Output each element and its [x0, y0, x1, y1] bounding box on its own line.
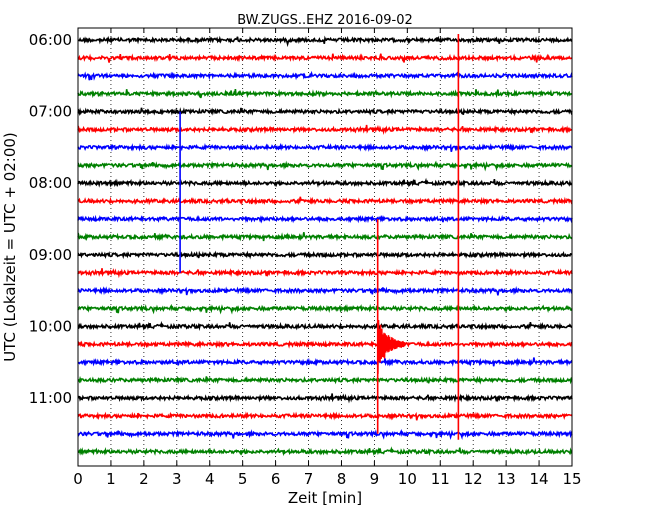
x-tick-label: 8 [337, 470, 347, 488]
x-tick-label: 15 [562, 470, 581, 488]
quake-burst [377, 319, 406, 374]
trace-line [77, 142, 573, 152]
trace-line [77, 250, 573, 260]
trace-line [77, 70, 573, 81]
y-tick-label: 06:00 [29, 31, 72, 49]
trace-line [77, 320, 573, 331]
x-tick-label: 13 [497, 470, 516, 488]
trace-line [77, 393, 573, 404]
seismic-traces [77, 35, 573, 457]
trace-line [77, 53, 573, 63]
trace-line [77, 286, 573, 296]
trace-line [77, 89, 573, 99]
trace-line [77, 303, 573, 315]
x-tick-label: 10 [398, 470, 417, 488]
x-tick-label: 14 [530, 470, 549, 488]
x-tick-label: 12 [464, 470, 483, 488]
trace-line [77, 411, 573, 421]
trace-line [77, 35, 573, 48]
trace-line [77, 268, 573, 279]
y-tick-label: 11:00 [29, 389, 72, 407]
x-tick-label: 2 [139, 470, 149, 488]
trace-line [77, 339, 573, 349]
x-tick-label: 6 [271, 470, 281, 488]
trace-line [77, 357, 573, 367]
y-tick-label: 08:00 [29, 174, 72, 192]
y-tick-label: 10:00 [29, 317, 72, 335]
x-axis-ticks: 0 1 2 3 4 5 6 7 8 9 10 11 12 13 14 15 [73, 28, 582, 488]
trace-line [77, 196, 573, 206]
y-axis-ticks: 06:00 07:00 08:00 09:00 10:00 11:00 [29, 31, 572, 407]
trace-line [77, 232, 573, 242]
chart-title: BW.ZUGS..EHZ 2016-09-02 [237, 13, 413, 28]
trace-line [77, 160, 573, 172]
x-tick-label: 11 [431, 470, 450, 488]
plot-frame [77, 27, 573, 467]
x-tick-label: 9 [370, 470, 380, 488]
x-tick-label: 0 [73, 470, 83, 488]
x-tick-label: 1 [106, 470, 116, 488]
trace-line [77, 107, 573, 117]
x-tick-label: 5 [238, 470, 248, 488]
y-axis-label: UTC (Lokalzeit = UTC + 02:00) [1, 132, 19, 362]
y-tick-label: 09:00 [29, 246, 72, 264]
x-axis-label: Zeit [min] [288, 489, 362, 507]
trace-line [77, 177, 573, 188]
trace-line [77, 446, 573, 457]
trace-line [77, 428, 573, 441]
x-tick-label: 4 [205, 470, 215, 488]
trace-line [77, 214, 573, 224]
trace-line [77, 375, 573, 385]
y-tick-label: 07:00 [29, 103, 72, 121]
event-markers [179, 34, 460, 440]
x-tick-label: 7 [304, 470, 314, 488]
trace-line [77, 124, 573, 135]
x-tick-label: 3 [172, 470, 182, 488]
plot-area [78, 28, 572, 466]
